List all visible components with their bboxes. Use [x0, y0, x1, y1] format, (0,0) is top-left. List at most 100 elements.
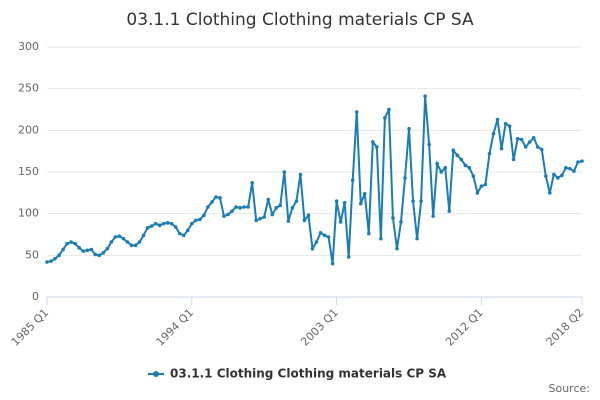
point — [519, 137, 524, 142]
point — [73, 241, 77, 246]
point — [113, 235, 118, 239]
point — [270, 212, 275, 217]
point — [419, 199, 423, 203]
point — [97, 253, 102, 258]
point — [246, 205, 250, 209]
legend-marker — [153, 371, 159, 377]
point — [568, 166, 572, 171]
point — [173, 225, 178, 229]
point — [45, 260, 49, 264]
point — [185, 228, 190, 233]
point — [354, 110, 359, 114]
point — [471, 174, 476, 178]
point — [338, 220, 343, 224]
point — [230, 209, 234, 213]
point — [576, 160, 580, 164]
point — [334, 199, 339, 203]
point — [294, 199, 299, 203]
series-line — [46, 96, 583, 264]
y-tick-label: 100 — [18, 207, 39, 220]
point — [423, 94, 427, 98]
point — [431, 214, 435, 218]
point — [314, 240, 319, 244]
point — [515, 136, 520, 141]
point — [218, 196, 222, 200]
point — [399, 220, 403, 224]
point — [415, 236, 419, 241]
point — [258, 216, 262, 221]
y-tick-label: 200 — [18, 123, 39, 136]
point — [137, 240, 142, 244]
point — [552, 172, 556, 177]
point — [153, 221, 158, 226]
y-tick-label: 150 — [18, 165, 39, 178]
source: Source: — [549, 382, 591, 395]
point — [234, 205, 238, 209]
x-tick-label: 1985 Q1 — [9, 306, 52, 349]
point — [266, 197, 271, 202]
point — [491, 131, 496, 136]
point — [499, 146, 504, 151]
point — [330, 261, 335, 266]
point — [222, 214, 226, 218]
point — [459, 157, 464, 162]
y-tick-label: 250 — [18, 82, 39, 95]
point — [556, 176, 560, 180]
point — [483, 182, 488, 187]
point — [129, 243, 134, 248]
legend-label: 03.1.1 Clothing Clothing materials CP SA — [170, 367, 447, 381]
point — [274, 206, 279, 210]
point — [49, 259, 53, 263]
point — [371, 140, 375, 144]
point — [206, 205, 210, 209]
point — [53, 256, 57, 261]
point — [358, 201, 363, 206]
point — [133, 243, 138, 248]
point — [310, 246, 315, 251]
point — [286, 219, 291, 223]
point — [527, 140, 532, 144]
point — [117, 234, 122, 238]
x-tick-label: 2003 Q1 — [298, 306, 341, 349]
point — [564, 166, 568, 170]
point — [387, 107, 391, 112]
point — [318, 231, 323, 235]
point — [463, 163, 468, 168]
point — [69, 240, 73, 244]
point — [254, 218, 258, 223]
point — [89, 247, 94, 252]
point — [57, 253, 61, 258]
point — [194, 218, 198, 223]
point — [495, 117, 500, 122]
point — [157, 223, 162, 228]
point — [202, 213, 206, 218]
point — [298, 172, 303, 177]
point — [242, 205, 246, 209]
point — [511, 157, 516, 162]
point — [326, 235, 331, 239]
point — [572, 169, 576, 173]
point — [523, 145, 528, 149]
point — [455, 153, 460, 158]
point — [149, 224, 154, 228]
point — [362, 191, 367, 196]
point — [177, 231, 182, 236]
point — [435, 161, 439, 166]
point — [278, 203, 283, 208]
point — [141, 233, 146, 238]
point — [306, 213, 311, 218]
point — [367, 231, 371, 236]
point — [560, 173, 564, 178]
point — [250, 181, 254, 185]
point — [125, 240, 130, 244]
point — [503, 121, 508, 126]
point — [121, 236, 126, 241]
point — [198, 217, 202, 222]
point — [548, 191, 552, 195]
y-tick-label: 0 — [32, 290, 39, 303]
point — [238, 206, 242, 210]
point — [407, 126, 411, 131]
point — [226, 212, 230, 217]
point — [214, 195, 218, 199]
